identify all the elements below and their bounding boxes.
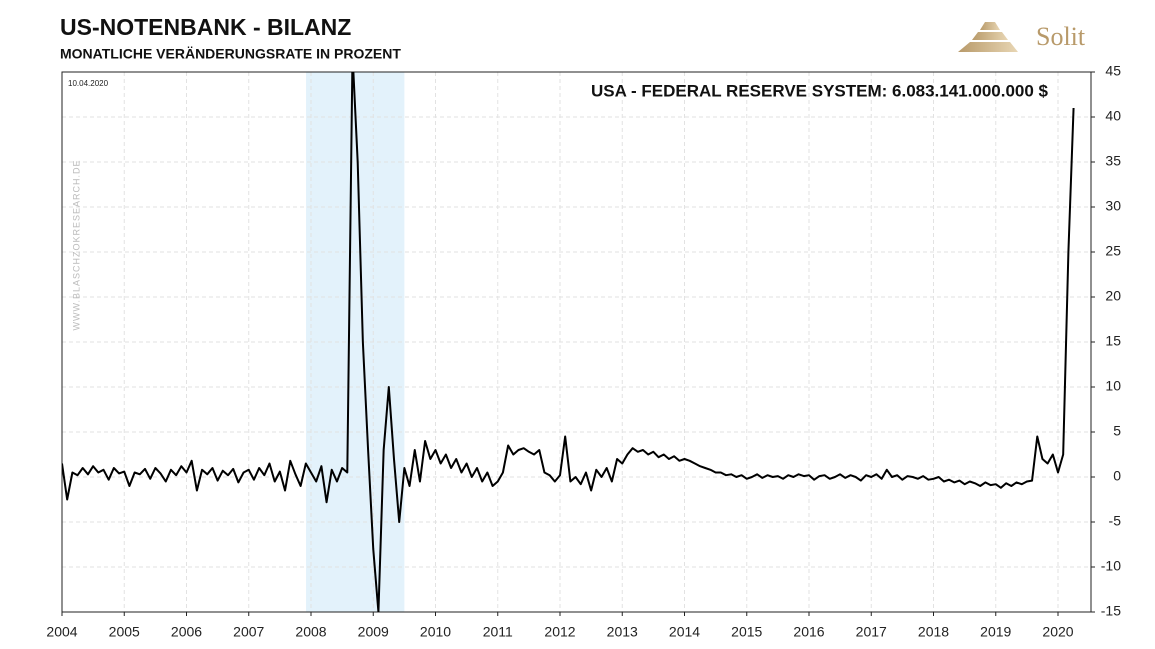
- y-tick-label: 20: [1105, 288, 1121, 304]
- chart-title: US-NOTENBANK - BILANZ: [60, 14, 351, 40]
- x-tick-label: 2015: [731, 624, 762, 640]
- logo-text: Solit: [1036, 22, 1086, 51]
- y-tick-label: 40: [1105, 108, 1121, 124]
- data-line: [62, 72, 1075, 612]
- logo-icon: [958, 22, 1018, 52]
- x-tick-label: 2014: [669, 624, 700, 640]
- y-tick-label: 5: [1113, 423, 1121, 439]
- y-tick-label: 0: [1113, 468, 1121, 484]
- date-label: 10.04.2020: [68, 79, 109, 88]
- y-tick-label: -10: [1101, 558, 1121, 574]
- x-tick-label: 2018: [918, 624, 949, 640]
- shaded-region: [306, 72, 405, 612]
- watermark: WWW.BLASCHZOKRESEARCH.DE: [71, 159, 81, 330]
- chart-subtitle: MONATLICHE VERÄNDERUNGSRATE IN PROZENT: [60, 46, 401, 62]
- x-tick-label: 2020: [1042, 624, 1073, 640]
- x-tick-label: 2019: [980, 624, 1011, 640]
- annotation: USA - FEDERAL RESERVE SYSTEM: 6.083.141.…: [591, 81, 1049, 100]
- x-tick-label: 2009: [358, 624, 389, 640]
- y-tick-label: 30: [1105, 198, 1121, 214]
- x-tick-label: 2011: [483, 624, 513, 640]
- y-tick-label: -5: [1109, 513, 1122, 529]
- x-tick-label: 2006: [171, 624, 202, 640]
- x-tick-label: 2008: [295, 624, 326, 640]
- x-tick-label: 2004: [46, 624, 77, 640]
- y-tick-label: -15: [1101, 603, 1121, 619]
- x-tick-label: 2012: [544, 624, 575, 640]
- y-tick-label: 10: [1105, 378, 1121, 394]
- x-tick-label: 2007: [233, 624, 264, 640]
- x-tick-label: 2010: [420, 624, 451, 640]
- x-tick-label: 2016: [793, 624, 824, 640]
- y-tick-label: 45: [1105, 63, 1121, 79]
- x-tick-label: 2005: [109, 624, 140, 640]
- y-tick-label: 25: [1105, 243, 1121, 259]
- x-tick-label: 2017: [856, 624, 887, 640]
- x-tick-label: 2013: [607, 624, 638, 640]
- y-tick-label: 15: [1105, 333, 1121, 349]
- y-tick-label: 35: [1105, 153, 1121, 169]
